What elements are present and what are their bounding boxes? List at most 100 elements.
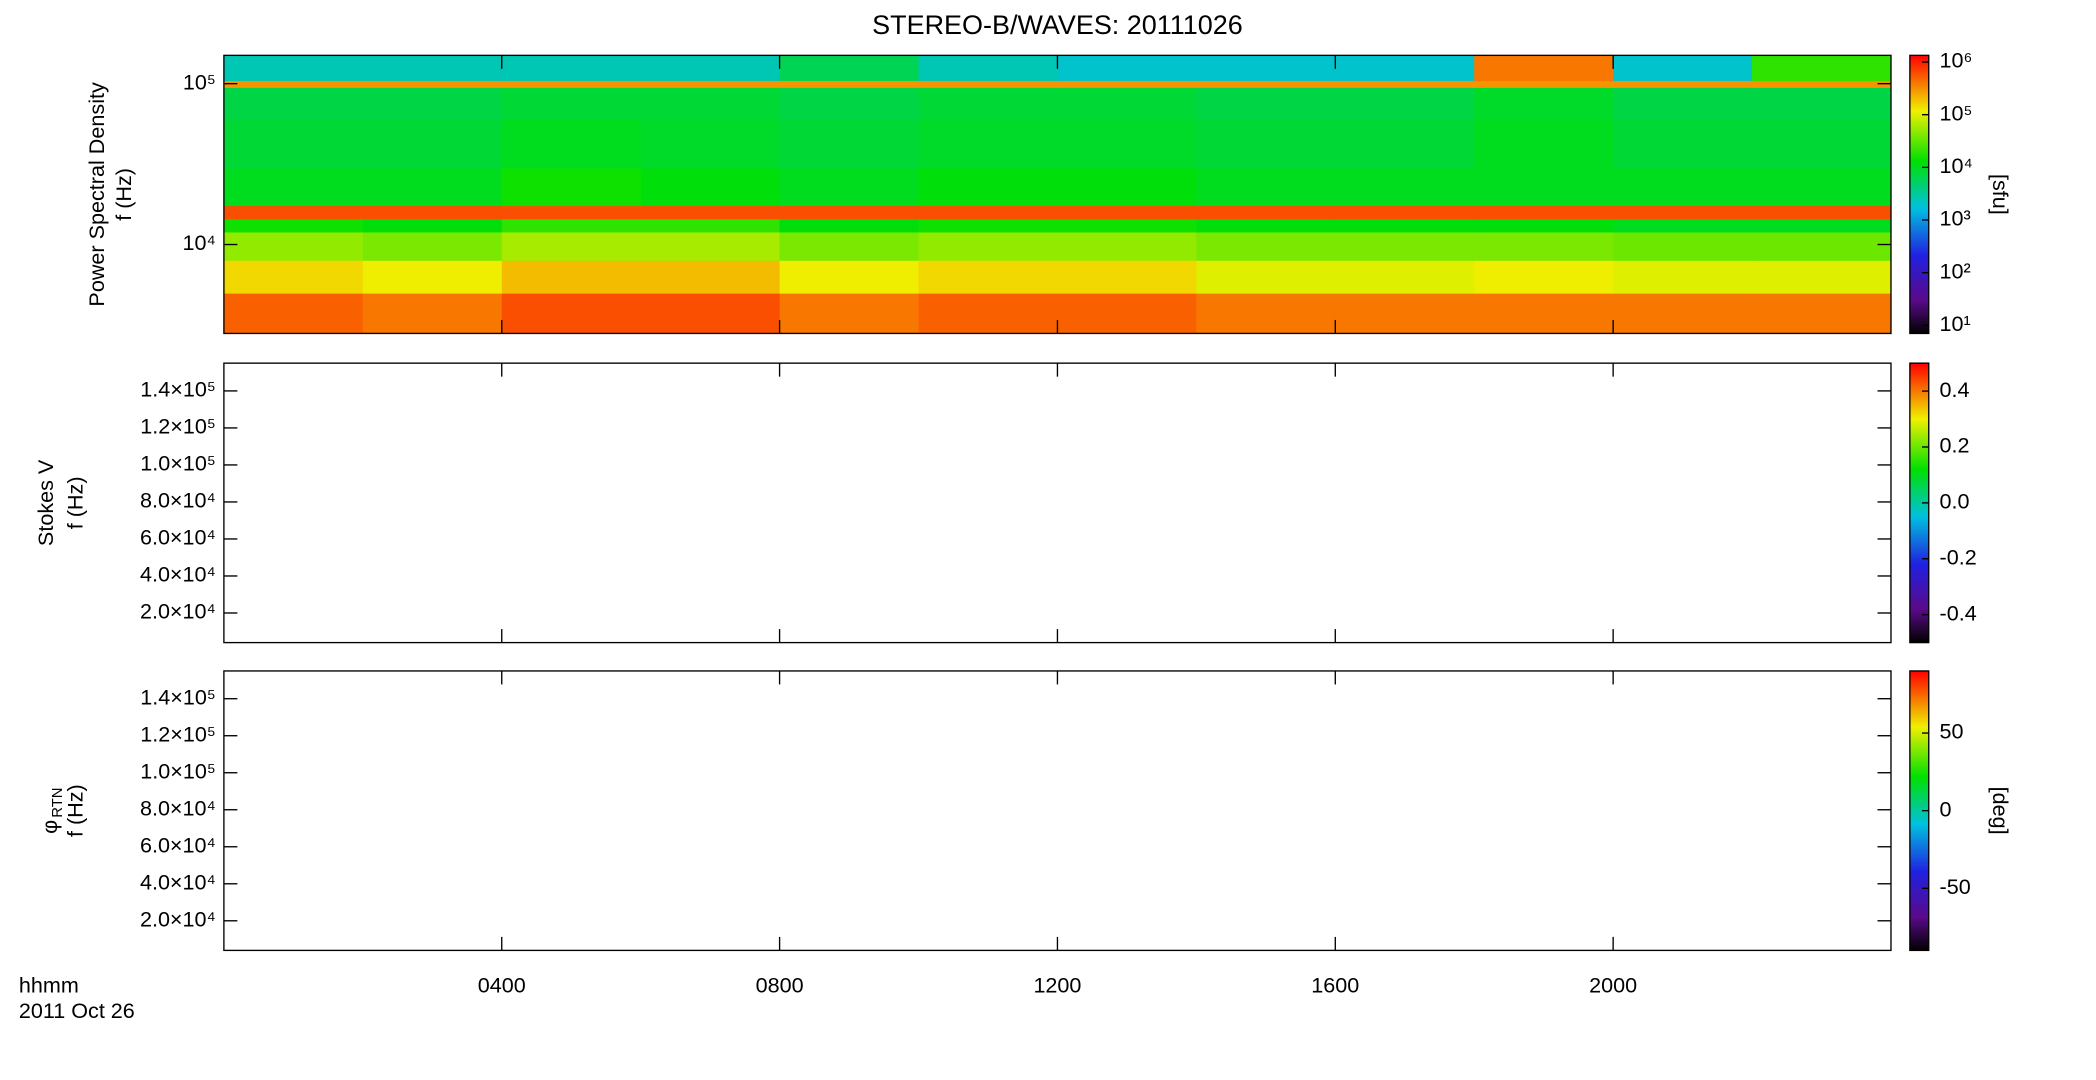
spectrogram-cell (501, 167, 642, 207)
spectrogram-cell (779, 119, 920, 169)
spectrogram-cell (779, 218, 920, 233)
colorbar-tick-label: 10⁴ (1940, 153, 1973, 178)
spectrogram-cell (640, 167, 781, 207)
y-tick-label: 8.0×10⁴ (140, 488, 216, 513)
spectrogram-cell (1752, 260, 1891, 294)
colorbar-tick-label: 50 (1940, 719, 1964, 744)
colorbar (1909, 54, 1930, 335)
spectrogram-cell (501, 55, 642, 81)
spectrogram-cell (1613, 231, 1753, 261)
y-tick-label: 1.2×10⁵ (140, 721, 216, 746)
spectrogram-cell (779, 167, 920, 207)
date-label: 2011 Oct 26 (19, 998, 135, 1023)
spectrogram-cell (362, 55, 503, 81)
y-tick-label: 1.2×10⁵ (140, 414, 216, 439)
colorbar-tick-label: 10² (1940, 258, 1971, 283)
x-tick-label: 2000 (1589, 973, 1637, 998)
spectrogram-cell (918, 167, 1059, 207)
spectrogram-cell (1057, 55, 1198, 81)
colorbar-tick-label: 0.0 (1940, 489, 1970, 514)
spectrogram-cell (1335, 231, 1475, 261)
spectrogram-cell (223, 260, 364, 294)
spectrogram-cell (1335, 205, 1475, 220)
spectrogram-cell (1752, 55, 1891, 81)
y-tick-label: 10⁴ (183, 230, 216, 255)
y-tick-label: 1.0×10⁵ (140, 451, 216, 476)
y-tick-label: 1.0×10⁵ (140, 758, 216, 783)
spectrogram-cell (1057, 205, 1198, 220)
spectrogram-cell (1752, 218, 1891, 233)
spectrogram-cell (779, 87, 920, 121)
spectrogram-cell (1474, 55, 1614, 81)
spectrogram-cell (1057, 260, 1198, 294)
spectrogram-cell (501, 260, 642, 294)
y-axis-label: f (Hz) (63, 784, 88, 837)
colorbar-tick-label: 0.4 (1940, 377, 1970, 402)
plot-background (223, 670, 1891, 951)
x-tick-label: 0800 (756, 973, 804, 998)
colorbar-tick-label: 0.2 (1940, 433, 1970, 458)
spectrogram-cell (1335, 167, 1475, 207)
spectrogram-cell (1057, 218, 1198, 233)
y-tick-label: 1.4×10⁵ (140, 684, 216, 709)
colorbar-tick-label: 0 (1940, 796, 1952, 821)
cells (223, 55, 1891, 334)
spectrogram-cell (362, 87, 503, 121)
colorbar-tick-label: 10⁶ (1940, 48, 1973, 73)
spectrogram-cell (918, 55, 1059, 81)
y-axis-label: f (Hz) (111, 168, 136, 221)
spectrogram-cell (640, 218, 781, 233)
spectrogram-cell (779, 231, 920, 261)
spectrogram-cell (640, 205, 781, 220)
colorbar-tick-label: -50 (1940, 874, 1971, 899)
spectrogram-cell (223, 205, 364, 220)
y-tick-label: 2.0×10⁴ (140, 906, 216, 931)
spectrogram-cell (779, 55, 920, 81)
spectrogram-cell (223, 167, 364, 207)
x-tick-label: 1600 (1311, 973, 1359, 998)
colorbar-tick-label: -0.2 (1940, 544, 1977, 569)
spectrogram-cell (640, 231, 781, 261)
spectrogram-cell (1752, 292, 1891, 334)
spectrogram-cell (501, 205, 642, 220)
y-axis-label: Power Spectral Density (84, 82, 109, 307)
spectrogram-cell (1474, 218, 1614, 233)
y-axis-symbol: φ (37, 820, 62, 834)
spectrogram-cell (501, 218, 642, 233)
y-axis-subscript: RTN (50, 787, 66, 817)
spectrogram-cell (1057, 119, 1198, 169)
spectrogram-cell (1613, 80, 1753, 88)
spectrogram-cell (501, 80, 642, 88)
y-tick-label: 2.0×10⁴ (140, 599, 216, 624)
spectrogram-cell (501, 119, 642, 169)
spectrogram-cell (1613, 260, 1753, 294)
spectrogram-cell (362, 260, 503, 294)
x-axis-label: hhmm (19, 973, 79, 998)
y-tick-label: 4.0×10⁴ (140, 869, 216, 894)
spectrogram-cell (640, 119, 781, 169)
spectrogram-cell (1196, 167, 1336, 207)
spectrogram-cell (918, 205, 1059, 220)
spectrogram-cell (362, 231, 503, 261)
spectrogram-cell (1335, 119, 1475, 169)
spectrogram-cell (640, 87, 781, 121)
spectrogram-cell (779, 80, 920, 88)
spectrogram-cell (1196, 218, 1336, 233)
spectrogram-cell (1196, 231, 1336, 261)
spectrogram-cell (1196, 205, 1336, 220)
spectrogram-cell (1057, 87, 1198, 121)
spectrogram-cell (1474, 119, 1614, 169)
colorbar-tick-label: 10⁵ (1940, 100, 1973, 125)
y-axis-label: Stokes V (33, 459, 58, 546)
spectrogram-cell (1474, 205, 1614, 220)
spectrogram-cell (223, 87, 364, 121)
x-tick-label: 1200 (1033, 973, 1081, 998)
spectrogram-cell (918, 260, 1059, 294)
y-tick-label: 6.0×10⁴ (140, 525, 216, 550)
spectrogram-cell (1752, 87, 1891, 121)
spectrogram-cell (779, 260, 920, 294)
spectrogram-cell (1474, 231, 1614, 261)
spectrogram-cell (1613, 205, 1753, 220)
spectrogram-cell (1752, 80, 1891, 88)
